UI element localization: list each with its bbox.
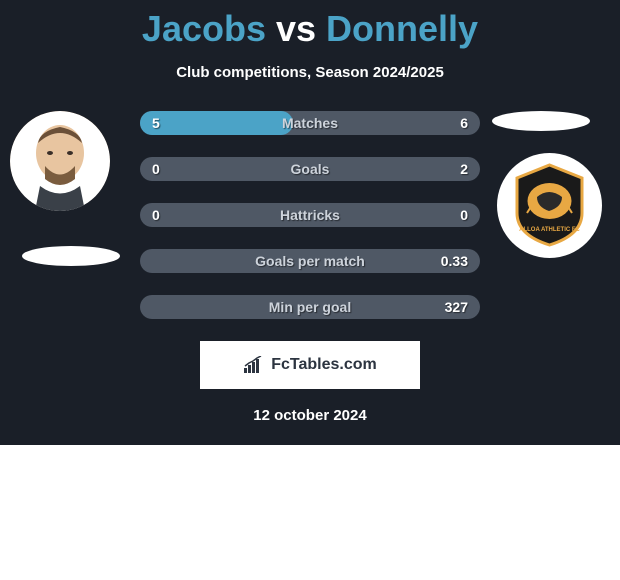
comparison-card: Jacobs vs Donnelly Club competitions, Se… [0,0,620,445]
brand-text: FcTables.com [271,356,377,374]
stat-value-right: 0.33 [441,253,468,269]
stat-value-right: 2 [460,161,468,177]
comparison-area: ALLOA ATHLETIC FC 5 Matches 6 0 Goals 2 … [0,111,620,319]
player1-club-badge [22,246,120,266]
stat-value-left: 5 [152,115,160,131]
page-title: Jacobs vs Donnelly [0,0,620,50]
stat-row-goals-per-match: Goals per match 0.33 [140,249,480,273]
stat-row-goals: 0 Goals 2 [140,157,480,181]
stat-row-hattricks: 0 Hattricks 0 [140,203,480,227]
svg-text:ALLOA ATHLETIC FC: ALLOA ATHLETIC FC [519,227,580,233]
stat-label: Hattricks [280,207,340,223]
brand-box: FcTables.com [200,341,420,389]
subtitle: Club competitions, Season 2024/2025 [0,64,620,81]
stat-bars: 5 Matches 6 0 Goals 2 0 Hattricks 0 Goal… [140,111,480,319]
player-photo-icon [10,111,110,211]
player1-name: Jacobs [142,8,266,49]
stat-value-right: 6 [460,115,468,131]
stat-value-left: 0 [152,161,160,177]
stat-row-min-per-goal: Min per goal 327 [140,295,480,319]
stat-label: Min per goal [269,299,351,315]
player2-club-badge-small [492,111,590,131]
stat-fill [140,111,293,135]
date-text: 12 october 2024 [0,407,620,424]
stat-value-right: 327 [445,299,468,315]
player1-avatar [10,111,110,211]
vs-text: vs [266,8,326,49]
stat-label: Matches [282,115,338,131]
stat-value-left: 0 [152,207,160,223]
bottom-white-area [0,445,620,580]
stat-label: Goals [291,161,330,177]
player2-club-badge: ALLOA ATHLETIC FC [497,153,602,258]
brand-chart-icon [243,356,265,374]
club-crest-icon: ALLOA ATHLETIC FC [512,163,587,248]
stat-label: Goals per match [255,253,365,269]
stat-value-right: 0 [460,207,468,223]
stat-row-matches: 5 Matches 6 [140,111,480,135]
player2-name: Donnelly [326,8,478,49]
